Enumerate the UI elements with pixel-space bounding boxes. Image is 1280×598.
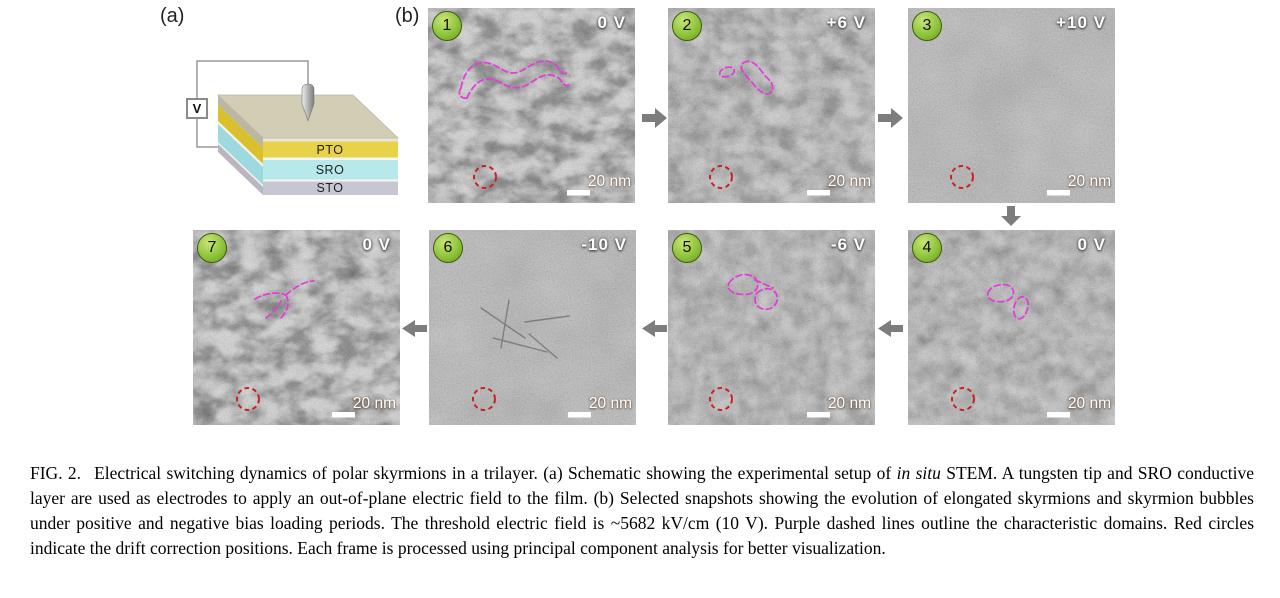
frame-number: 1 [442, 17, 452, 34]
stem-frame-2: 2 +6 V 20 nm [668, 8, 875, 203]
scale-bar-label: 20 nm [1067, 395, 1111, 412]
frame-number-badge: 5 [672, 233, 702, 263]
frame-number: 6 [443, 239, 453, 256]
domain-outline-path [254, 280, 315, 320]
stem-image [428, 8, 635, 203]
drift-correction-circle [709, 165, 733, 189]
scale-bar [1047, 190, 1070, 196]
scale-bar-label: 20 nm [587, 173, 631, 190]
layer-pto [263, 141, 398, 158]
caption-italic: in situ [896, 463, 941, 483]
voltage-source: V [186, 98, 208, 119]
layer-label-pto: PTO [316, 143, 344, 157]
arrow-right-icon [642, 108, 667, 128]
wire-top [196, 60, 309, 99]
stem-frame-5: 5 -6 V 20 nm [668, 230, 875, 425]
voltage-label: -10 V [581, 235, 627, 254]
layer-sto [263, 181, 398, 195]
frame-number: 2 [682, 17, 692, 34]
frame-number-badge: 6 [433, 233, 463, 263]
stem-frame-4: 4 0 V 20 nm [908, 230, 1115, 425]
voltage-label: +6 V [826, 13, 866, 32]
voltage-source-label: V [192, 101, 202, 116]
domain-outline-path [458, 60, 570, 100]
figure-caption: FIG. 2. Electrical switching dynamics of … [30, 461, 1254, 561]
scale-bar-label: 20 nm [352, 395, 396, 412]
stem-image [908, 8, 1115, 203]
slab-side-top [218, 95, 263, 148]
drift-correction-circle [236, 387, 260, 411]
stem-image [908, 230, 1115, 425]
arrow-right-icon [878, 108, 903, 128]
caption-text-1: Electrical switching dynamics of polar s… [94, 463, 897, 483]
scale-bar [1047, 412, 1070, 418]
slab-front-edge [263, 138, 398, 142]
slab-side-pto [218, 105, 263, 164]
layer-gap1 [263, 157, 398, 160]
stem-frame-3: 3 +10 V 20 nm [908, 8, 1115, 203]
stem-image [429, 230, 636, 425]
arrow-down-icon [1001, 206, 1021, 226]
arrow-left-icon [402, 320, 427, 337]
figure-caption-tag: FIG. 2. [30, 463, 82, 483]
tungsten-tip-icon [301, 83, 315, 122]
stem-frame-6: 6 -10 V 20 nm [429, 230, 636, 425]
scale-bar [807, 412, 830, 418]
experimental-setup-schematic [196, 60, 399, 195]
drift-correction-circle [950, 165, 974, 189]
caption-text-2: STEM. A tungsten tip and SRO conductive … [30, 463, 1254, 558]
drift-correction-circle [709, 387, 733, 411]
arrow-left-icon [878, 320, 903, 337]
layer-sro [263, 160, 398, 180]
frame-number: 4 [922, 239, 932, 256]
domain-outline-path [718, 60, 774, 95]
scale-bar [807, 190, 830, 196]
scale-bar-label: 20 nm [588, 395, 632, 412]
voltage-label: +10 V [1056, 13, 1106, 32]
slab-side-sto [218, 144, 263, 195]
slab-side-sro [218, 124, 263, 185]
drift-correction-circle [473, 165, 497, 189]
drift-correction-circle [951, 387, 975, 411]
voltage-label: 0 V [362, 235, 391, 254]
layer-label-sro: SRO [315, 163, 345, 177]
frame-number: 3 [922, 17, 932, 34]
voltage-label: 0 V [1077, 235, 1106, 254]
scale-bar-label: 20 nm [1067, 173, 1111, 190]
stem-image [668, 8, 875, 203]
slab-side-gap2 [218, 142, 263, 187]
panel-a-label: (a) [160, 5, 185, 27]
scale-bar [567, 190, 590, 196]
frame-number-badge: 2 [672, 11, 702, 41]
frame-number-badge: 4 [912, 233, 942, 263]
frame-number-badge: 3 [912, 11, 942, 41]
layer-gap2 [263, 179, 398, 182]
layer-label-sto: STO [316, 181, 344, 195]
scale-bar-label: 20 nm [827, 395, 871, 412]
frame-number: 5 [682, 239, 692, 256]
stem-frame-1: 1 0 V 20 nm [428, 8, 635, 203]
drift-correction-circle [472, 387, 496, 411]
frame-number-badge: 7 [197, 233, 227, 263]
dendrite-lines [480, 299, 570, 359]
scale-bar-label: 20 nm [827, 173, 871, 190]
frame-number-badge: 1 [432, 11, 462, 41]
scale-bar [568, 412, 591, 418]
voltage-label: -6 V [830, 235, 866, 254]
voltage-label: 0 V [597, 13, 626, 32]
stem-image [668, 230, 875, 425]
slab-side-gap1 [218, 121, 263, 167]
panel-b-label: (b) [395, 5, 420, 27]
domain-outline-path [727, 273, 779, 311]
arrow-left-icon [642, 320, 667, 337]
frame-number: 7 [207, 239, 217, 256]
stem-frame-7: 7 0 V 20 nm [193, 230, 400, 425]
stem-image [193, 230, 400, 425]
scale-bar [332, 412, 355, 418]
domain-outline-path [986, 283, 1029, 320]
